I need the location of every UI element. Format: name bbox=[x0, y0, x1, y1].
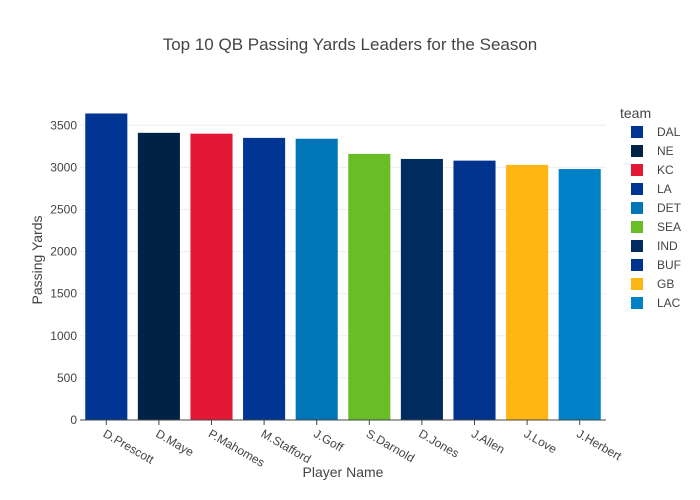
x-tick-label: D.Jones bbox=[416, 426, 461, 460]
legend-label-sea[interactable]: SEA bbox=[657, 220, 681, 234]
legend-swatch-lac[interactable] bbox=[631, 297, 643, 309]
y-axis-title: Passing Yards bbox=[29, 216, 45, 305]
x-axis-title: Player Name bbox=[303, 464, 384, 480]
x-tick-label: J.Allen bbox=[469, 426, 507, 456]
y-tick-label: 0 bbox=[70, 413, 77, 427]
bar-j-herbert[interactable] bbox=[558, 169, 601, 420]
x-tick-label: J.Goff bbox=[311, 426, 346, 454]
legend-label-dal[interactable]: DAL bbox=[657, 125, 681, 139]
legend-label-buf[interactable]: BUF bbox=[657, 258, 681, 272]
legend-swatch-ne[interactable] bbox=[631, 145, 643, 157]
legend-swatch-gb[interactable] bbox=[631, 278, 643, 290]
bar-p-mahomes[interactable] bbox=[190, 133, 233, 420]
y-tick-label: 500 bbox=[57, 371, 77, 385]
x-tick-label: D.Maye bbox=[153, 426, 196, 459]
legend-label-det[interactable]: DET bbox=[657, 201, 682, 215]
legend-swatch-det[interactable] bbox=[631, 202, 643, 214]
legend-label-ind[interactable]: IND bbox=[657, 239, 678, 253]
x-tick-label: M.Stafford bbox=[259, 426, 314, 466]
bar-j-goff[interactable] bbox=[295, 138, 338, 420]
y-tick-label: 1000 bbox=[50, 329, 77, 343]
bar-d-prescott[interactable] bbox=[85, 113, 128, 420]
bar-j-allen[interactable] bbox=[453, 160, 496, 420]
y-tick-label: 3000 bbox=[50, 160, 77, 174]
chart-title: Top 10 QB Passing Yards Leaders for the … bbox=[163, 35, 538, 54]
bar-m-stafford[interactable] bbox=[243, 137, 286, 421]
legend-swatch-la[interactable] bbox=[631, 183, 643, 195]
legend-swatch-sea[interactable] bbox=[631, 221, 643, 233]
legend-label-gb[interactable]: GB bbox=[657, 277, 674, 291]
bar-s-darnold[interactable] bbox=[348, 153, 391, 421]
bar-d-maye[interactable] bbox=[137, 132, 180, 420]
legend-title: team bbox=[620, 105, 651, 121]
y-axis-ticks: 0 500 1000 1500 2000 2500 3000 3500 bbox=[50, 118, 77, 427]
x-tick-label: J.Love bbox=[522, 426, 560, 456]
legend-label-la[interactable]: LA bbox=[657, 182, 672, 196]
y-tick-label: 3500 bbox=[50, 118, 77, 132]
legend-label-kc[interactable]: KC bbox=[657, 163, 674, 177]
y-tick-label: 1500 bbox=[50, 287, 77, 301]
bars bbox=[85, 113, 601, 421]
x-tick-label: P.Mahomes bbox=[206, 426, 267, 469]
x-tick-label: D.Prescott bbox=[101, 426, 157, 466]
legend-label-lac[interactable]: LAC bbox=[657, 296, 681, 310]
legend-swatch-ind[interactable] bbox=[631, 240, 643, 252]
legend-swatch-kc[interactable] bbox=[631, 164, 643, 176]
bar-j-love[interactable] bbox=[506, 164, 549, 420]
y-tick-label: 2500 bbox=[50, 202, 77, 216]
bar-d-jones[interactable] bbox=[400, 158, 443, 420]
x-tick-label: J.Herbert bbox=[574, 426, 624, 463]
legend-swatch-buf[interactable] bbox=[631, 259, 643, 271]
legend: team DAL NE KC LA DET SEA IND BUF GB LAC bbox=[620, 105, 682, 310]
x-tick-label: S.Darnold bbox=[364, 426, 417, 465]
y-tick-label: 2000 bbox=[50, 245, 77, 259]
legend-swatch-dal[interactable] bbox=[631, 126, 643, 138]
legend-label-ne[interactable]: NE bbox=[657, 144, 674, 158]
